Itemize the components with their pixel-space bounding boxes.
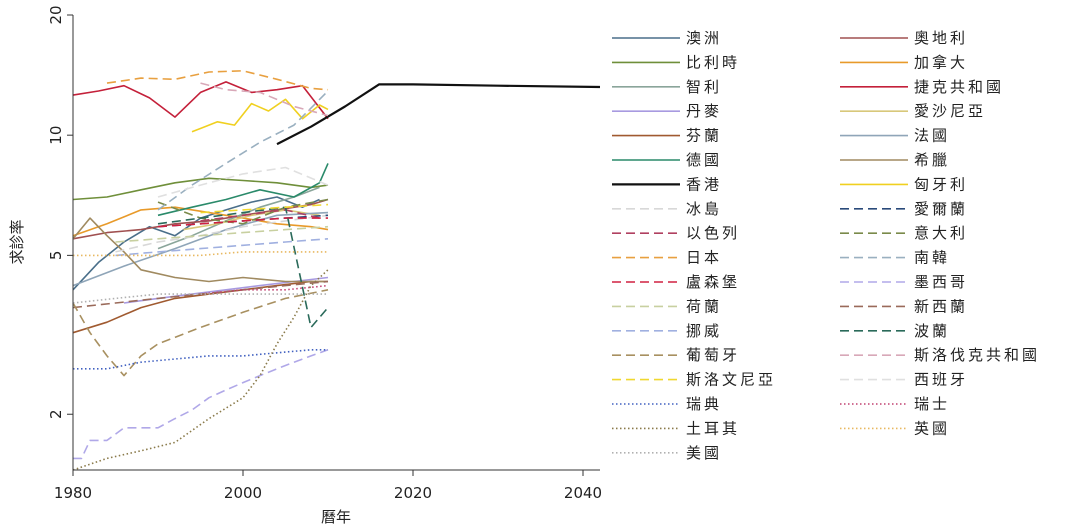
legend-label-33: 英國 bbox=[914, 419, 950, 437]
legend-label-12: 香港 bbox=[686, 175, 722, 193]
legend-label-26: 葡萄牙 bbox=[686, 346, 740, 364]
series-line-33 bbox=[73, 251, 328, 257]
y-tick-label-3: 20 bbox=[47, 5, 65, 24]
legend-label-34: 美國 bbox=[686, 444, 722, 462]
series-line-18 bbox=[106, 70, 329, 91]
legend-label-4: 智利 bbox=[686, 78, 722, 96]
legend-label-24: 挪威 bbox=[686, 322, 722, 340]
series-line-32 bbox=[72, 269, 329, 471]
y-tick-label-2: 10 bbox=[47, 126, 65, 145]
series-line-2 bbox=[72, 177, 329, 201]
series-line-20 bbox=[157, 217, 328, 228]
legend-label-11: 希臘 bbox=[914, 151, 950, 169]
legend-label-20: 盧森堡 bbox=[686, 273, 740, 291]
series-line-17 bbox=[157, 198, 329, 225]
legend-label-29: 西班牙 bbox=[914, 371, 968, 389]
series-line-8 bbox=[72, 280, 328, 334]
x-tick-label-1: 2000 bbox=[224, 484, 262, 502]
series-line-21 bbox=[73, 349, 329, 460]
legend-label-15: 愛爾蘭 bbox=[914, 200, 968, 218]
legend-label-32: 土耳其 bbox=[686, 419, 740, 437]
legend-label-22: 荷蘭 bbox=[686, 297, 722, 315]
legend-label-1: 奧地利 bbox=[914, 29, 968, 47]
legend-label-27: 斯洛伐克共和國 bbox=[914, 346, 1040, 364]
x-axis-title: 曆年 bbox=[321, 508, 351, 526]
legend-label-3: 加拿大 bbox=[914, 53, 968, 71]
series-line-9 bbox=[72, 211, 329, 287]
legend-label-8: 芬蘭 bbox=[686, 127, 722, 145]
legend-label-25: 波蘭 bbox=[914, 322, 950, 340]
y-tick-label-1: 5 bbox=[47, 251, 65, 261]
x-tick-label-0: 1980 bbox=[54, 484, 92, 502]
legend-label-6: 丹麥 bbox=[686, 102, 722, 120]
series-line-25 bbox=[157, 206, 329, 329]
series-line-13 bbox=[191, 98, 329, 133]
legend-label-0: 澳洲 bbox=[686, 29, 722, 47]
series-line-26 bbox=[72, 289, 329, 377]
series-line-24 bbox=[115, 238, 329, 257]
series-line-30 bbox=[73, 348, 328, 370]
legend-label-5: 捷克共和國 bbox=[914, 78, 1004, 96]
legend-label-7: 愛沙尼亞 bbox=[914, 102, 986, 120]
series-line-7 bbox=[183, 209, 320, 231]
series-line-31 bbox=[200, 284, 329, 295]
series-line-12 bbox=[276, 83, 601, 146]
legend-label-17: 意大利 bbox=[914, 224, 968, 242]
series-line-34 bbox=[72, 293, 328, 304]
legend-label-2: 比利時 bbox=[686, 53, 740, 71]
legend-label-21: 墨西哥 bbox=[914, 273, 968, 291]
series-line-10 bbox=[157, 163, 329, 217]
x-tick-label-3: 2040 bbox=[564, 484, 602, 502]
legend-label-10: 德國 bbox=[686, 151, 722, 169]
series-layer bbox=[72, 70, 601, 471]
legend-label-19: 南韓 bbox=[914, 249, 950, 267]
legend-label-30: 瑞典 bbox=[686, 395, 722, 413]
legend-label-18: 日本 bbox=[686, 249, 722, 267]
ticks-layer: 1980 2000 2020 2040 2 5 10 20 bbox=[47, 5, 602, 502]
legend-label-28: 斯洛文尼亞 bbox=[686, 371, 776, 389]
series-line-14 bbox=[115, 214, 329, 253]
series-line-22 bbox=[115, 225, 329, 243]
legend-label-31: 瑞士 bbox=[914, 395, 950, 413]
series-line-27 bbox=[200, 82, 329, 117]
series-line-5 bbox=[72, 81, 329, 120]
legend-label-14: 冰島 bbox=[686, 200, 722, 218]
series-line-28 bbox=[200, 203, 329, 214]
y-axis-title: 求診率 bbox=[8, 219, 26, 264]
legend-label-13: 匈牙利 bbox=[914, 175, 968, 193]
series-line-16 bbox=[200, 209, 320, 222]
legend-label-9: 法國 bbox=[914, 127, 950, 145]
x-tick-label-2: 2020 bbox=[394, 484, 432, 502]
series-line-11 bbox=[72, 217, 328, 283]
legend-label-16: 以色列 bbox=[686, 224, 740, 242]
series-line-29 bbox=[157, 166, 329, 198]
y-tick-label-0: 2 bbox=[47, 409, 65, 419]
legend-label-23: 新西蘭 bbox=[914, 297, 968, 315]
